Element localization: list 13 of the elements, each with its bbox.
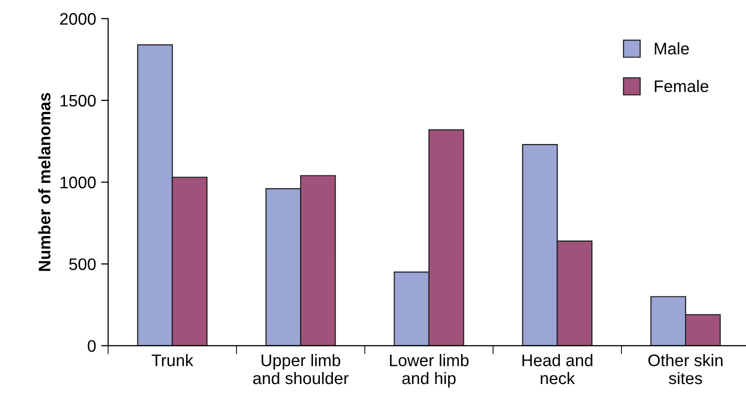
- x-tick-label: Upper limb and shoulder: [253, 354, 349, 384]
- legend-label: Female: [654, 80, 708, 92]
- y-tick-label: 0: [88, 340, 96, 352]
- y-axis-title: Number of melanomas: [38, 93, 50, 271]
- x-tick-label: Lower limb and hip: [390, 354, 469, 388]
- x-tick-label: Trunk: [152, 354, 194, 366]
- legend-label: Male: [654, 42, 689, 54]
- y-tick-label: 2000: [60, 13, 96, 25]
- y-tick-label: 1000: [60, 176, 96, 188]
- x-tick-label: Other skin sites: [648, 354, 722, 384]
- y-tick-label: 500: [69, 258, 96, 270]
- x-tick-label: Head and neck: [522, 354, 592, 384]
- y-tick-label: 1500: [60, 94, 96, 107]
